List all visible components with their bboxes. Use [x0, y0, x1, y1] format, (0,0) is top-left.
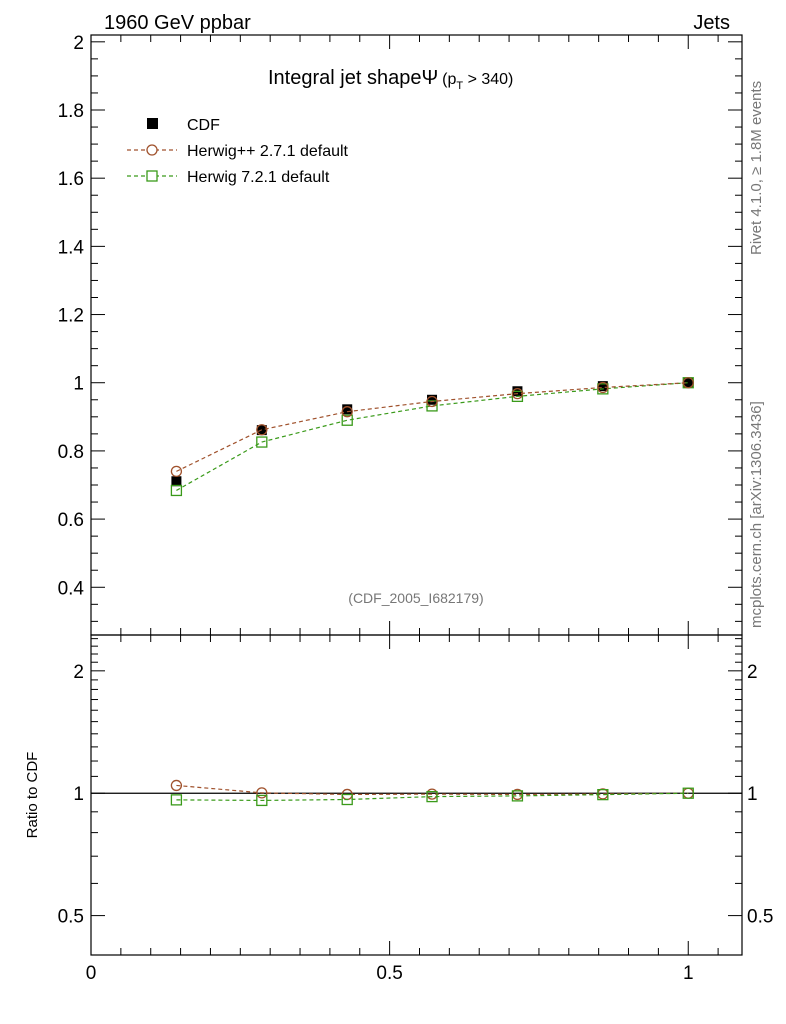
- main-point-cdf: [597, 381, 608, 392]
- main-point-herwigpp: [682, 377, 694, 389]
- y-tick-label: 1: [73, 374, 84, 395]
- ratio-line-herwigpp: [176, 784, 689, 796]
- ratio-point-herwig7: [256, 794, 268, 807]
- ratio-ylabel: Ratio to CDF: [24, 752, 41, 839]
- main-point-cdf: [427, 394, 438, 405]
- main-point-cdf: [342, 404, 353, 415]
- ratio-point-herwig7: [682, 787, 694, 799]
- y-tick-label: 0.4: [58, 578, 85, 599]
- legend-label-herwig7: Herwig 7.2.1 default: [187, 169, 330, 186]
- legend-label-herwigpp: Herwig++ 2.7.1 default: [187, 143, 349, 160]
- plot-title: Integral jet shapeΨ (pT > 340): [268, 67, 513, 92]
- y-tick-label: 0.8: [58, 442, 84, 463]
- y-tick-label: 0.6: [58, 510, 84, 531]
- ratio-y-tick-label-right: 0.5: [747, 907, 773, 928]
- mcplots-credit-label: mcplots.cern.ch [arXiv:1306.3436]: [748, 401, 765, 628]
- main-point-herwig7: [341, 414, 353, 426]
- main-point-herwigpp: [511, 387, 524, 400]
- y-tick-label: 1.6: [58, 169, 84, 190]
- ratio-point-herwig7: [597, 788, 609, 801]
- ratio-y-tick-label-right: 1: [747, 784, 758, 805]
- main-point-herwig7: [511, 390, 524, 403]
- y-tick-label: 1.4: [58, 237, 85, 258]
- x-tick-label: 0.5: [376, 963, 402, 984]
- ratio-point-herwig7: [341, 793, 353, 806]
- legend: CDF Herwig++ 2.7.1 default Herwig 7.2.1 …: [127, 117, 349, 186]
- header-process: Jets: [693, 12, 730, 34]
- main-point-herwigpp: [170, 465, 183, 478]
- y-tick-label: 1.8: [58, 101, 84, 122]
- ratio-y-tick-label-right: 2: [747, 662, 758, 683]
- ratio-y-tick-label-left: 1: [73, 784, 84, 805]
- ratio-y-tick-label-left: 2: [73, 662, 84, 683]
- y-tick-label: 1.2: [58, 306, 84, 327]
- ratio-point-herwigpp: [170, 779, 183, 792]
- ratio-y-tick-label-left: 0.5: [58, 907, 84, 928]
- main-point-cdf: [171, 476, 182, 487]
- x-tick-label: 1: [683, 963, 694, 984]
- y-tick-label: 2: [73, 33, 84, 54]
- main-point-cdf: [683, 377, 694, 388]
- main-point-herwigpp: [256, 424, 268, 436]
- rivet-version-label: Rivet 4.1.0, ≥ 1.8M events: [748, 81, 765, 255]
- legend-marker-herwigpp: [146, 144, 158, 156]
- main-series: [170, 377, 694, 497]
- analysis-id-watermark: (CDF_2005_I682179): [348, 590, 483, 606]
- ratio-line-herwig7: [176, 792, 689, 802]
- ratio-panel-frame: [90, 634, 743, 956]
- ratio-point-herwig7: [170, 794, 183, 806]
- ratio-point-herwigpp: [256, 787, 268, 799]
- legend-marker-herwig7: [146, 170, 158, 182]
- x-tick-label: 0: [86, 963, 97, 984]
- main-point-herwig7: [170, 484, 183, 497]
- legend-marker-cdf: [147, 118, 158, 129]
- ratio-point-herwig7: [511, 790, 524, 802]
- ratio-series: [170, 779, 694, 807]
- main-point-herwigpp: [426, 395, 438, 408]
- main-point-herwigpp: [597, 381, 609, 394]
- legend-label-cdf: CDF: [187, 117, 220, 134]
- main-point-herwig7: [256, 436, 268, 448]
- ratio-point-herwig7: [426, 790, 438, 803]
- main-line-herwig7: [176, 382, 689, 491]
- axis-tick-labels: 0 0.5 1 0.4 0.6 0.8 1 1.2 1.4 1.6 1.8 2 0.5 0.5 1 1 2 2: [58, 33, 774, 984]
- main-point-herwigpp: [341, 406, 353, 418]
- main-line-herwigpp: [176, 382, 689, 472]
- header-energy: 1960 GeV ppbar: [104, 12, 251, 34]
